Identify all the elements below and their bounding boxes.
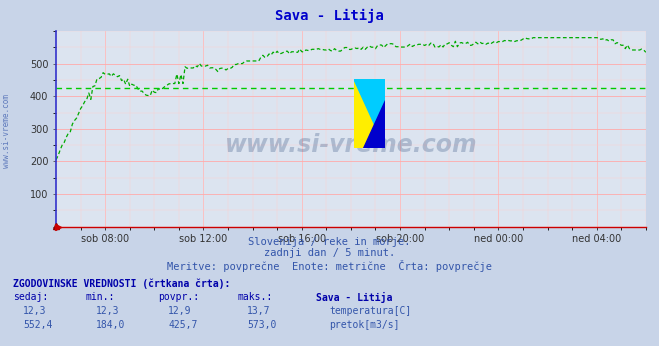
Text: 552,4: 552,4 xyxy=(23,320,53,330)
Text: Slovenija / reke in morje.: Slovenija / reke in morje. xyxy=(248,237,411,247)
Text: 184,0: 184,0 xyxy=(96,320,125,330)
Text: 12,3: 12,3 xyxy=(23,306,47,316)
Text: povpr.:: povpr.: xyxy=(158,292,199,302)
Text: temperatura[C]: temperatura[C] xyxy=(330,306,412,316)
Text: ZGODOVINSKE VREDNOSTI (črtkana črta):: ZGODOVINSKE VREDNOSTI (črtkana črta): xyxy=(13,279,231,289)
Text: Meritve: povprečne  Enote: metrične  Črta: povprečje: Meritve: povprečne Enote: metrične Črta:… xyxy=(167,260,492,272)
Text: zadnji dan / 5 minut.: zadnji dan / 5 minut. xyxy=(264,248,395,258)
Text: 13,7: 13,7 xyxy=(247,306,271,316)
Text: maks.:: maks.: xyxy=(237,292,272,302)
Text: 573,0: 573,0 xyxy=(247,320,277,330)
Text: 12,3: 12,3 xyxy=(96,306,119,316)
Text: 425,7: 425,7 xyxy=(168,320,198,330)
Text: sedaj:: sedaj: xyxy=(13,292,48,302)
Text: Sava - Litija: Sava - Litija xyxy=(316,292,393,303)
Text: 12,9: 12,9 xyxy=(168,306,192,316)
Text: www.si-vreme.com: www.si-vreme.com xyxy=(225,133,477,156)
Text: pretok[m3/s]: pretok[m3/s] xyxy=(330,320,400,330)
Text: Sava - Litija: Sava - Litija xyxy=(275,9,384,23)
Polygon shape xyxy=(354,79,386,148)
Polygon shape xyxy=(363,100,386,148)
Text: www.si-vreme.com: www.si-vreme.com xyxy=(2,94,11,169)
Text: min.:: min.: xyxy=(86,292,115,302)
